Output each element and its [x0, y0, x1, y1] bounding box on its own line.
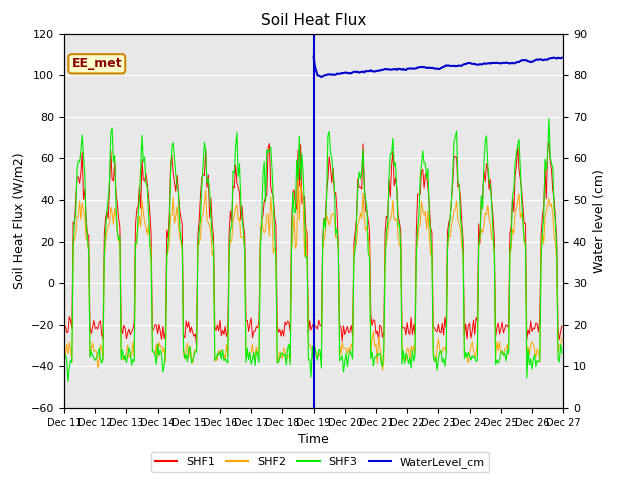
Legend: SHF1, SHF2, SHF3, WaterLevel_cm: SHF1, SHF2, SHF3, WaterLevel_cm	[151, 452, 489, 472]
Y-axis label: Soil Heat Flux (W/m2): Soil Heat Flux (W/m2)	[12, 153, 25, 289]
Y-axis label: Water level (cm): Water level (cm)	[593, 169, 605, 273]
Text: EE_met: EE_met	[72, 57, 122, 70]
X-axis label: Time: Time	[298, 433, 329, 446]
Title: Soil Heat Flux: Soil Heat Flux	[261, 13, 366, 28]
